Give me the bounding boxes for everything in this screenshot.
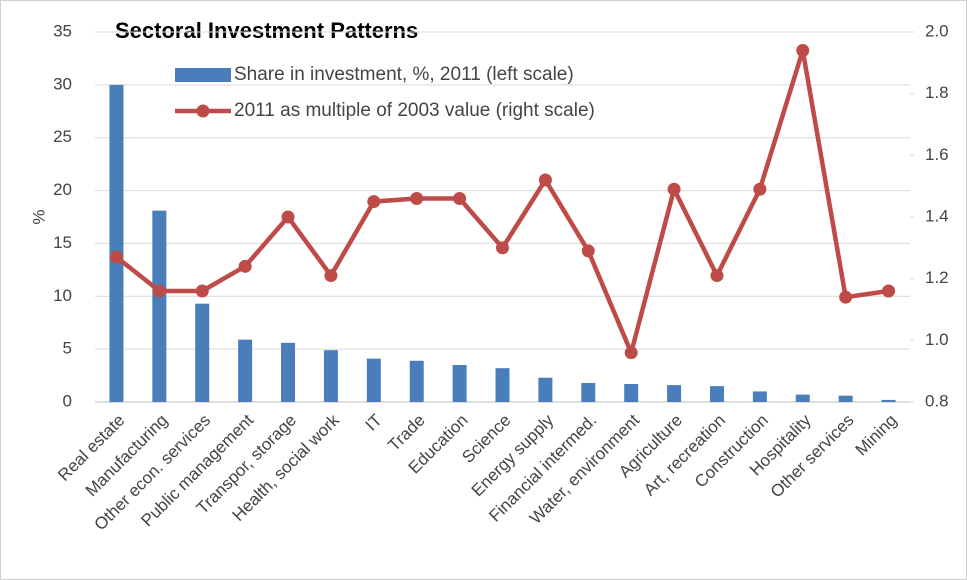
line-marker [152,284,166,298]
legend-marker [196,104,210,118]
line-marker [324,269,338,283]
line-marker [624,346,638,360]
bar [709,386,724,402]
bar [581,382,596,402]
bar [495,368,510,402]
y2-tick-label: 1.6 [925,145,949,164]
bar [366,358,381,402]
line-marker [238,259,252,273]
y2-tick-label: 1.8 [925,83,949,102]
bar [238,339,253,402]
bar [281,342,296,402]
bar [752,391,767,402]
legend-label: Share in investment, %, 2011 (left scale… [234,64,574,85]
y-tick-label: 35 [53,21,72,40]
line-marker [109,250,123,264]
y2-tick-label: 1.4 [925,206,949,225]
line-marker [667,182,681,196]
bar [795,394,810,402]
line-marker [538,173,552,187]
bar [409,360,424,402]
y2-tick-label: 1.2 [925,268,949,287]
bar [838,395,853,402]
line-marker [195,284,209,298]
bar [195,303,210,402]
y-axis-label: % [29,209,48,224]
line-marker [839,290,853,304]
line-marker [453,192,467,205]
y-tick-label: 5 [63,339,72,358]
line-marker [410,192,424,205]
legend-label: 2011 as multiple of 2003 value (right sc… [234,100,595,121]
line-marker [710,269,724,283]
y2-tick-label: 2.0 [925,21,949,40]
y-tick-label: 0 [63,391,72,410]
legend-swatch [175,68,231,82]
y-tick-label: 25 [53,127,72,146]
bar [452,365,467,402]
line-marker [367,195,381,209]
line-marker [796,44,810,57]
line-marker [753,182,767,196]
bar [881,399,896,402]
bar [109,84,124,402]
chart-title: Sectoral Investment Patterns [115,18,418,43]
bar [624,384,639,402]
line-marker [496,241,509,255]
line-marker [581,244,595,258]
line-marker [281,210,295,224]
bar [152,210,167,402]
bar [323,350,338,402]
y-tick-label: 30 [53,74,72,93]
bar [538,377,553,402]
y-tick-label: 15 [53,233,72,252]
y-tick-label: 20 [53,180,72,199]
line-marker [882,284,896,298]
y2-tick-label: 0.8 [925,391,949,410]
y2-tick-label: 1.0 [925,330,949,349]
y-tick-label: 10 [53,286,72,305]
bar [667,385,682,402]
